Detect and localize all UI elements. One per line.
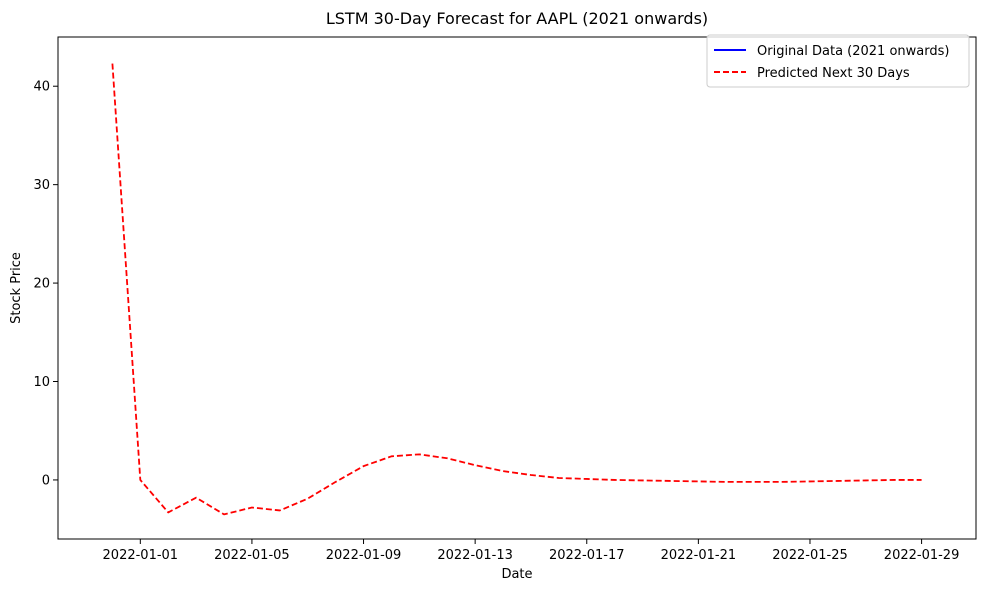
legend-box	[706, 34, 970, 88]
x-tick-label: 2022-01-29	[884, 548, 960, 563]
y-tick-label: 20	[33, 277, 50, 292]
x-tick-label: 2022-01-09	[326, 548, 402, 563]
x-tick-label: 2022-01-01	[103, 548, 179, 563]
y-tick-label: 0	[42, 473, 50, 488]
x-tick-label: 2022-01-21	[661, 548, 737, 563]
series-line-1	[111, 63, 922, 516]
y-axis-ticks: 0 10 20 30 40	[33, 80, 58, 488]
y-axis-label: Stock Price	[9, 252, 24, 324]
legend: Original Data (2021 onwards) Predicted N…	[706, 34, 970, 88]
y-tick-label: 10	[33, 375, 50, 390]
y-tick-label: 40	[33, 80, 50, 95]
series-layer	[111, 63, 922, 516]
x-tick-label: 2022-01-13	[437, 548, 513, 563]
legend-label-original: Original Data (2021 onwards)	[757, 44, 949, 59]
legend-label-predicted: Predicted Next 30 Days	[757, 66, 910, 81]
plot-area	[58, 37, 976, 539]
plot-frame	[57, 36, 977, 540]
x-tick-label: 2022-01-17	[549, 548, 625, 563]
x-tick-label: 2022-01-05	[214, 548, 290, 563]
y-tick-label: 30	[33, 178, 50, 193]
x-tick-label: 2022-01-25	[772, 548, 848, 563]
x-axis-label: Date	[501, 567, 532, 582]
chart-title: LSTM 30-Day Forecast for AAPL (2021 onwa…	[326, 9, 708, 28]
x-axis-ticks: 2022-01-01 2022-01-05 2022-01-09 2022-01-13…	[103, 539, 960, 563]
